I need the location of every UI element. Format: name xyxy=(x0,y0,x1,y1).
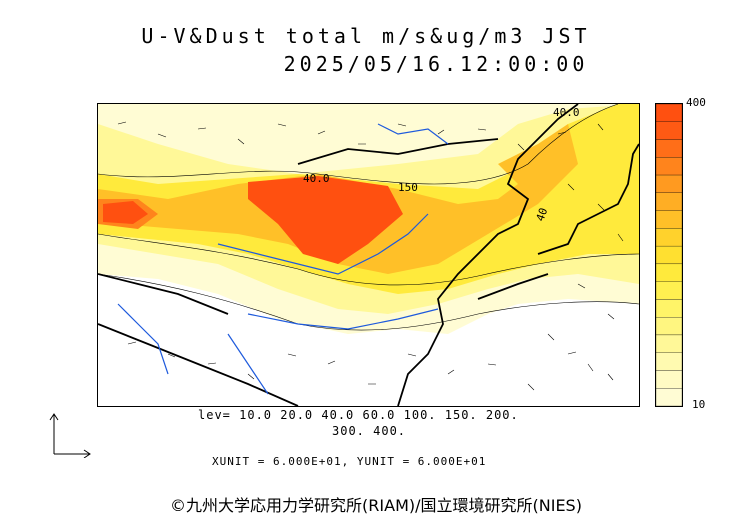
legend-cell xyxy=(655,245,683,265)
dust-map: 40.0 150 40.0 40 xyxy=(97,103,640,407)
legend-cell xyxy=(655,299,683,318)
legend-cell xyxy=(655,192,683,211)
legend-cell xyxy=(655,263,683,282)
chart-timestamp: 2025/05/16.12:00:00 xyxy=(283,52,589,76)
legend-cell xyxy=(655,103,683,122)
legend-cell xyxy=(655,139,683,158)
legend-cell xyxy=(655,370,683,389)
contour-label-4: 40 xyxy=(534,206,551,223)
legend-cell xyxy=(655,228,683,247)
chart-title: U-V&Dust total m/s&ug/m3 JST xyxy=(141,24,591,48)
map-canvas: 40.0 150 40.0 40 xyxy=(98,104,639,406)
dust-level-400-west xyxy=(103,201,148,224)
dust-level-400-center xyxy=(248,176,403,264)
legend-cell xyxy=(655,352,683,371)
contour-label-2: 150 xyxy=(398,181,418,194)
levels-line-2: 300. 400. xyxy=(332,424,407,438)
legend-cell xyxy=(655,210,683,229)
legend-cell xyxy=(655,281,683,300)
contour-label-1: 40.0 xyxy=(553,106,580,119)
legend-cell xyxy=(655,121,683,140)
contour-label-3: 40.0 xyxy=(303,172,330,185)
units-line: XUNIT = 6.000E+01, YUNIT = 6.000E+01 xyxy=(212,455,487,468)
legend-cell xyxy=(655,157,683,176)
legend-min-label: 10 xyxy=(692,398,706,411)
legend-cell xyxy=(655,174,683,193)
legend-max-label: 400 xyxy=(686,96,706,109)
legend-cell xyxy=(655,334,683,353)
legend-bar xyxy=(655,103,683,407)
copyright-text: ©九州大学応用力学研究所(RIAM)/国立環境研究所(NIES) xyxy=(170,496,582,515)
color-legend xyxy=(655,103,683,407)
legend-cell xyxy=(655,317,683,336)
axis-arrow-icon xyxy=(49,413,91,458)
legend-cell xyxy=(655,388,683,407)
levels-line-1: lev= 10.0 20.0 40.0 60.0 100. 150. 200. xyxy=(198,408,519,422)
